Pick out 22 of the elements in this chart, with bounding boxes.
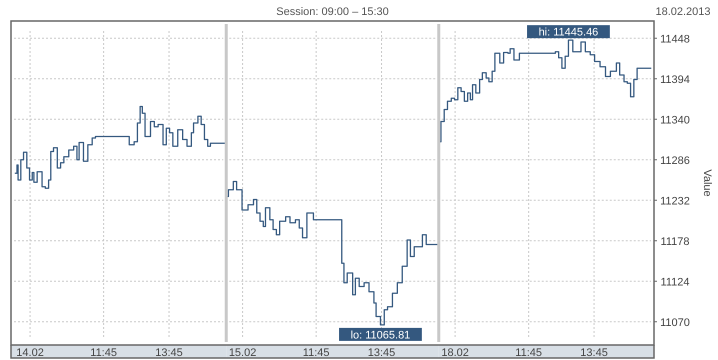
y-tick-label: 11232 — [660, 195, 690, 208]
y-tick-label: 11070 — [660, 316, 690, 329]
chart-title: Session: 09:00 – 15:30 — [276, 6, 389, 18]
y-tick-label: 11286 — [660, 154, 690, 167]
x-tick-label: 15.02 — [228, 347, 256, 359]
x-tick-label: 14.02 — [16, 347, 44, 359]
x-tick-label: 13:45 — [580, 347, 608, 359]
y-tick-label: 11394 — [660, 74, 690, 86]
y-tick-label: 11124 — [660, 276, 690, 288]
y-tick-label: 11178 — [660, 236, 690, 248]
y-axis-title: Value — [701, 169, 713, 197]
text: 18.02.2013 — [655, 6, 711, 18]
x-tick-label: 11:45 — [302, 347, 330, 359]
annotation: lo: 11065.81 — [350, 329, 410, 342]
x-tick-label: 11:45 — [515, 347, 542, 359]
x-tick-label: 18.02 — [441, 347, 469, 359]
x-tick-label: 13:45 — [155, 347, 183, 359]
y-tick-label: 11448 — [660, 33, 690, 46]
x-tick-label: 13:45 — [368, 347, 396, 359]
annotation: hi: 11445.46 — [538, 26, 598, 39]
x-tick-label: 11:45 — [90, 347, 117, 359]
y-tick-label: 11340 — [660, 114, 690, 126]
